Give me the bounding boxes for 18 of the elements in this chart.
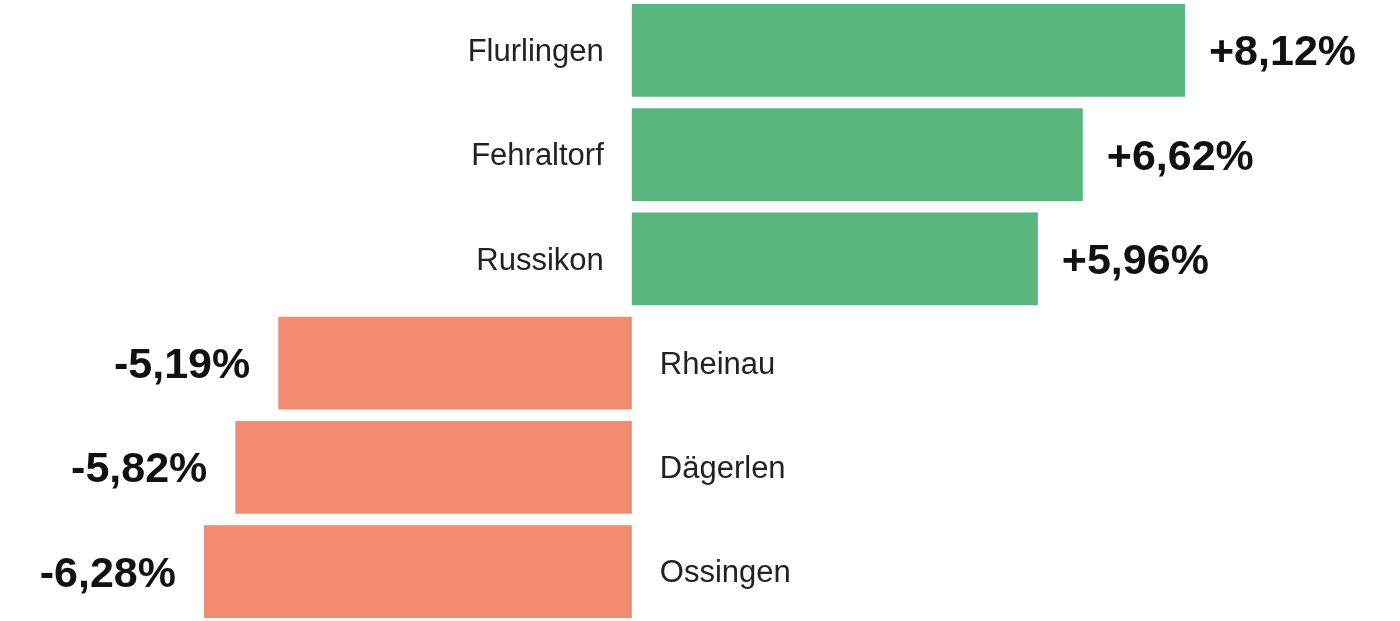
data-label: +6,62% — [1106, 130, 1254, 179]
y-tick-label: Fehraltorf — [471, 137, 605, 173]
bar — [204, 525, 632, 618]
data-label: +5,96% — [1061, 234, 1209, 283]
bar — [631, 4, 1185, 97]
bar — [278, 316, 632, 410]
data-label: -5,82% — [71, 443, 208, 492]
bar — [235, 420, 632, 514]
y-tick-label: Rheinau — [659, 345, 776, 381]
bar — [631, 212, 1038, 306]
y-tick-label: Ossingen — [659, 554, 791, 590]
y-tick-label: Russikon — [476, 241, 604, 277]
data-label: +8,12% — [1209, 26, 1357, 75]
y-tick-label: Flurlingen — [467, 33, 604, 69]
data-label: -6,28% — [39, 547, 176, 596]
y-tick-label: Dägerlen — [659, 450, 786, 486]
bar — [631, 108, 1083, 202]
data-label: -5,19% — [114, 339, 251, 388]
